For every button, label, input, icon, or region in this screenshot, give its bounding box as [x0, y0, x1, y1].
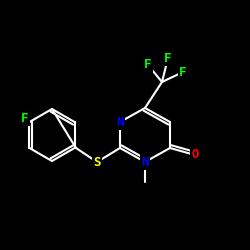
Text: N: N — [141, 156, 149, 168]
Text: F: F — [179, 66, 187, 78]
Text: O: O — [191, 148, 199, 162]
Text: S: S — [93, 156, 101, 168]
Text: F: F — [144, 58, 152, 71]
Text: F: F — [164, 52, 172, 64]
Text: F: F — [21, 112, 29, 124]
Text: N: N — [116, 116, 124, 128]
